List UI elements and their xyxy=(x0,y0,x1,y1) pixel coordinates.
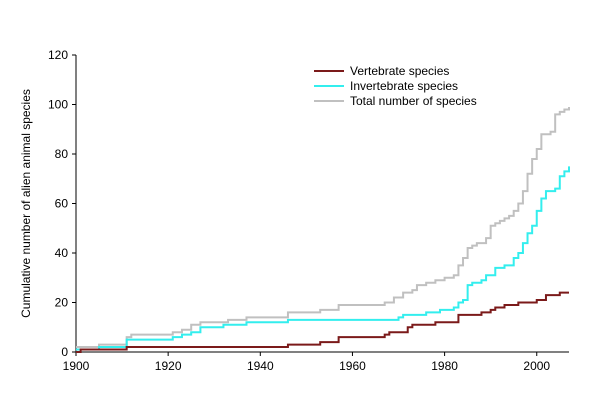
y-tick-label: 100 xyxy=(48,98,68,112)
legend-label: Invertebrate species xyxy=(350,79,458,93)
x-tick-label: 1980 xyxy=(431,359,458,373)
y-tick-label: 60 xyxy=(55,197,69,211)
y-tick-label: 0 xyxy=(61,345,68,359)
series-line-total-number-of-species xyxy=(76,106,570,349)
y-axis-ticks: 0 20 40 60 80 100 120 xyxy=(48,48,76,359)
series-lines xyxy=(76,106,570,353)
x-tick-label: 1900 xyxy=(63,359,90,373)
x-tick-label: 1920 xyxy=(155,359,182,373)
x-axis-ticks: 1900 1920 1940 1960 1980 2000 xyxy=(63,352,550,373)
y-tick-label: 120 xyxy=(48,48,68,62)
x-tick-label: 1940 xyxy=(247,359,274,373)
legend-label: Total number of species xyxy=(350,94,477,108)
series-line-invertebrate-species xyxy=(76,166,570,351)
y-tick-label: 20 xyxy=(55,296,69,310)
y-axis-title: Cumulative number of alien animal specie… xyxy=(19,89,33,318)
x-tick-label: 2000 xyxy=(523,359,550,373)
y-tick-label: 80 xyxy=(55,147,69,161)
legend-label: Vertebrate species xyxy=(350,64,449,78)
series-line-vertebrate-species xyxy=(76,291,569,353)
x-tick-label: 1960 xyxy=(339,359,366,373)
plot-area: 1900 1920 1940 1960 1980 2000 0 20 40 60 80 100 120 xyxy=(48,48,570,373)
y-tick-label: 40 xyxy=(55,246,69,260)
